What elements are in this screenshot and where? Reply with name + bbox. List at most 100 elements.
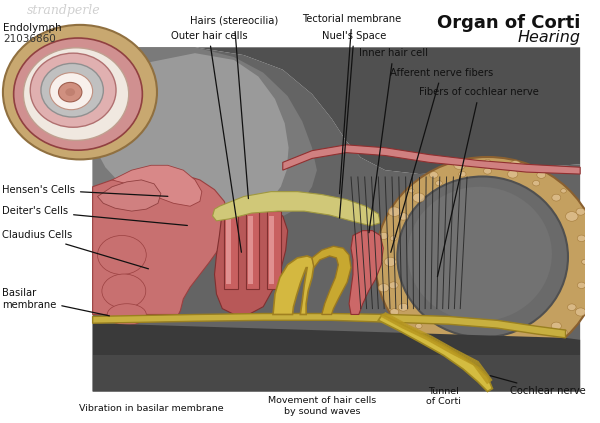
Ellipse shape [484,359,491,365]
Text: Endolymph: Endolymph [3,23,62,33]
Ellipse shape [415,324,422,329]
Polygon shape [273,256,314,314]
Polygon shape [112,165,202,206]
Ellipse shape [552,194,561,201]
Ellipse shape [566,212,578,221]
Bar [246,211,259,289]
Ellipse shape [435,338,443,343]
Text: Hearing: Hearing [517,30,580,45]
Ellipse shape [582,260,587,264]
Text: Movement of hair cells
by sound waves: Movement of hair cells by sound waves [268,396,376,416]
Ellipse shape [390,236,397,241]
Ellipse shape [379,232,388,239]
Ellipse shape [430,172,438,178]
Ellipse shape [532,337,541,344]
Text: strandperle: strandperle [28,4,101,17]
Polygon shape [92,323,580,392]
Polygon shape [92,47,580,174]
Ellipse shape [537,171,546,179]
Ellipse shape [397,176,568,338]
Text: Hairs (stereocilia): Hairs (stereocilia) [190,16,278,198]
Ellipse shape [398,213,408,220]
Ellipse shape [388,207,401,217]
Text: Cochlear nerve: Cochlear nerve [490,376,586,396]
Ellipse shape [107,304,146,325]
Ellipse shape [50,73,92,110]
Ellipse shape [14,38,142,150]
Text: Claudius Cells: Claudius Cells [2,231,148,269]
Polygon shape [212,192,380,226]
Ellipse shape [586,283,598,292]
Text: Inner hair cell: Inner hair cell [359,48,428,233]
Ellipse shape [102,274,146,308]
Ellipse shape [409,189,414,193]
Ellipse shape [59,82,82,102]
Polygon shape [92,47,580,392]
Ellipse shape [577,282,586,288]
Ellipse shape [384,257,396,266]
Polygon shape [92,313,566,338]
Ellipse shape [482,349,493,357]
Ellipse shape [407,187,552,321]
Text: 21036860: 21036860 [3,34,56,44]
Text: Nuel's Space: Nuel's Space [322,30,386,218]
Ellipse shape [407,330,416,336]
Ellipse shape [576,208,585,215]
Ellipse shape [508,170,518,178]
Text: Outer hair cells: Outer hair cells [170,30,247,252]
Ellipse shape [390,309,399,315]
Ellipse shape [586,232,596,240]
Ellipse shape [551,322,562,330]
Ellipse shape [538,346,545,352]
Ellipse shape [590,258,600,266]
Ellipse shape [30,53,116,127]
Ellipse shape [65,88,75,96]
Polygon shape [98,180,161,211]
Ellipse shape [413,193,425,202]
Polygon shape [379,314,493,392]
Bar [224,211,238,289]
Text: Tectorial membrane: Tectorial membrane [302,14,401,194]
Ellipse shape [508,346,517,353]
Ellipse shape [459,171,466,177]
Ellipse shape [560,330,568,336]
Ellipse shape [575,308,586,316]
Ellipse shape [454,160,466,170]
Polygon shape [283,145,580,174]
Polygon shape [349,231,383,314]
Bar [248,216,253,284]
Ellipse shape [581,259,588,264]
Ellipse shape [454,354,466,363]
Bar [267,211,281,289]
Ellipse shape [98,236,146,275]
Ellipse shape [398,303,409,311]
Polygon shape [92,172,229,314]
Text: Vibration in basilar membrane: Vibration in basilar membrane [79,404,223,413]
Text: Organ of Corti: Organ of Corti [437,14,580,32]
Ellipse shape [590,258,600,266]
Text: Tunnel
of Corti: Tunnel of Corti [426,387,461,406]
Polygon shape [312,246,351,314]
Polygon shape [95,53,289,213]
Bar [226,216,231,284]
Text: Afferent nerve fibers: Afferent nerve fibers [390,68,493,252]
Ellipse shape [376,157,599,367]
Ellipse shape [23,48,129,140]
Polygon shape [92,47,317,225]
Ellipse shape [568,304,576,310]
Ellipse shape [436,181,442,186]
Bar [269,216,274,284]
Ellipse shape [533,181,540,186]
Ellipse shape [512,356,519,362]
Ellipse shape [485,159,490,164]
Ellipse shape [510,161,521,169]
Text: Hensen's Cells: Hensen's Cells [2,185,168,196]
Ellipse shape [484,168,491,174]
Ellipse shape [577,235,586,242]
Text: Deiter's Cells: Deiter's Cells [2,206,187,225]
Ellipse shape [3,25,157,159]
Ellipse shape [430,345,438,352]
Text: Fibers of cochlear nerve: Fibers of cochlear nerve [419,87,539,277]
Ellipse shape [458,346,466,352]
Polygon shape [215,206,287,314]
